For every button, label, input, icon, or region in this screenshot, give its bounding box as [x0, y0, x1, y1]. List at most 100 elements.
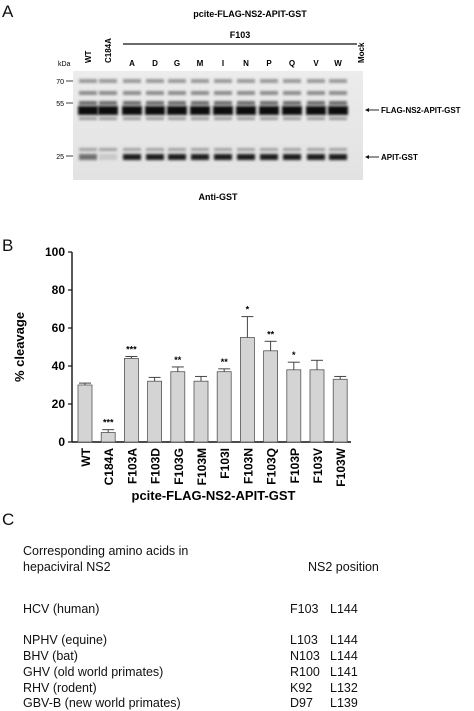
precursor-band — [78, 106, 98, 115]
panel-label-c: C — [2, 510, 15, 529]
faint-band — [168, 148, 186, 151]
bar — [332, 378, 348, 443]
faint-band — [146, 79, 164, 83]
cleaved-band — [283, 154, 301, 160]
bar — [100, 432, 116, 443]
virus-name: RHV (rodent) — [23, 681, 97, 695]
cleaved-band — [260, 154, 278, 160]
western-blot-panel: pcite-FLAG-NS2-APIT-GST F103 kDa WT C184A… — [0, 0, 474, 215]
y-tick-label: 60 — [52, 321, 66, 335]
y-axis-label: % cleavage — [12, 312, 27, 382]
bar — [216, 371, 232, 443]
y-tick-label: 0 — [58, 435, 65, 449]
kda-marker-label: 70 — [56, 79, 64, 86]
category-label: F103M — [195, 448, 209, 485]
category-label: F103A — [125, 448, 139, 484]
lane-label: I — [222, 59, 224, 68]
position-103: L103 — [290, 633, 318, 647]
category-label: F103I — [218, 448, 232, 479]
antibody-label: Anti-GST — [199, 192, 238, 202]
faint-band — [191, 91, 209, 95]
faint-band — [123, 101, 141, 105]
y-tick-label: 20 — [52, 397, 66, 411]
cleaved-band — [329, 154, 347, 160]
faint-band — [191, 101, 209, 105]
panel-label-a: A — [2, 2, 14, 21]
lane-label: A — [129, 59, 135, 68]
faint-band — [283, 91, 301, 95]
faint-band — [214, 101, 232, 105]
table-header-left-2: hepaciviral NS2 — [23, 560, 111, 574]
faint-band — [79, 101, 97, 105]
significance-label: ** — [267, 329, 275, 339]
faint-band — [329, 101, 347, 105]
faint-band — [214, 148, 232, 151]
significance-label: *** — [126, 345, 137, 355]
position-103: D97 — [290, 696, 313, 710]
precursor-band — [282, 106, 302, 115]
bar — [193, 380, 209, 443]
faint-band — [146, 117, 164, 120]
precursor-band — [236, 106, 256, 115]
faint-band — [214, 117, 232, 120]
faint-band — [191, 148, 209, 151]
position-144: L144 — [330, 649, 358, 663]
precursor-band — [145, 106, 165, 115]
faint-band — [168, 101, 186, 105]
upper-band-label: FLAG-NS2-APIT-GST — [381, 106, 461, 115]
faint-band — [99, 91, 117, 95]
position-144: L139 — [330, 696, 358, 710]
virus-name: BHV (bat) — [23, 649, 78, 663]
precursor-band — [167, 106, 187, 115]
kda-label: kDa — [58, 61, 71, 68]
position-103: F103 — [290, 602, 319, 616]
virus-name: GHV (old world primates) — [23, 665, 164, 679]
significance-label: ** — [221, 357, 229, 367]
faint-band — [307, 117, 325, 120]
bar — [263, 350, 279, 443]
faint-band — [146, 148, 164, 151]
precursor-band — [190, 106, 210, 115]
bar — [124, 358, 139, 443]
faint-band — [79, 117, 97, 120]
faint-band — [123, 91, 141, 95]
significance-label: ** — [174, 355, 182, 365]
faint-band — [214, 79, 232, 83]
faint-band — [329, 117, 347, 120]
bar — [309, 369, 325, 443]
position-103: N103 — [290, 649, 320, 663]
faint-band — [307, 148, 325, 151]
upper-band-arrowhead — [365, 108, 369, 112]
faint-band — [191, 117, 209, 120]
position-103: K92 — [290, 681, 313, 695]
faint-band — [237, 148, 255, 151]
blot-membrane — [73, 71, 363, 180]
position-103: R100 — [290, 665, 320, 679]
faint-band — [99, 101, 117, 105]
lower-band-arrowhead — [365, 155, 369, 159]
lane-label: N — [243, 59, 249, 68]
lane-labels: WT C184A A D G M I N P Q V W Mock — [84, 38, 366, 68]
virus-name: GBV-B (new world primates) — [23, 696, 181, 710]
faint-band — [283, 79, 301, 83]
y-tick-label: 100 — [45, 245, 65, 259]
precursor-band — [306, 106, 326, 115]
faint-band — [237, 117, 255, 120]
category-label: F103Q — [265, 448, 279, 485]
lane-label: C184A — [104, 38, 113, 63]
faint-band — [123, 79, 141, 83]
lane-label: D — [152, 59, 158, 68]
western-blot-figure: pcite-FLAG-NS2-APIT-GST F103 kDa WT C184A… — [56, 9, 461, 202]
faint-band — [237, 101, 255, 105]
lane-label: P — [266, 59, 272, 68]
category-label: F103V — [311, 448, 325, 483]
cleaved-band — [307, 154, 325, 160]
faint-band — [260, 79, 278, 83]
faint-band — [260, 148, 278, 151]
chart-bars — [77, 316, 348, 443]
faint-band — [307, 79, 325, 83]
faint-band — [329, 91, 347, 95]
lower-band-label: APIT-GST — [381, 153, 418, 162]
faint-band — [99, 79, 117, 83]
significance-label: * — [246, 305, 250, 315]
